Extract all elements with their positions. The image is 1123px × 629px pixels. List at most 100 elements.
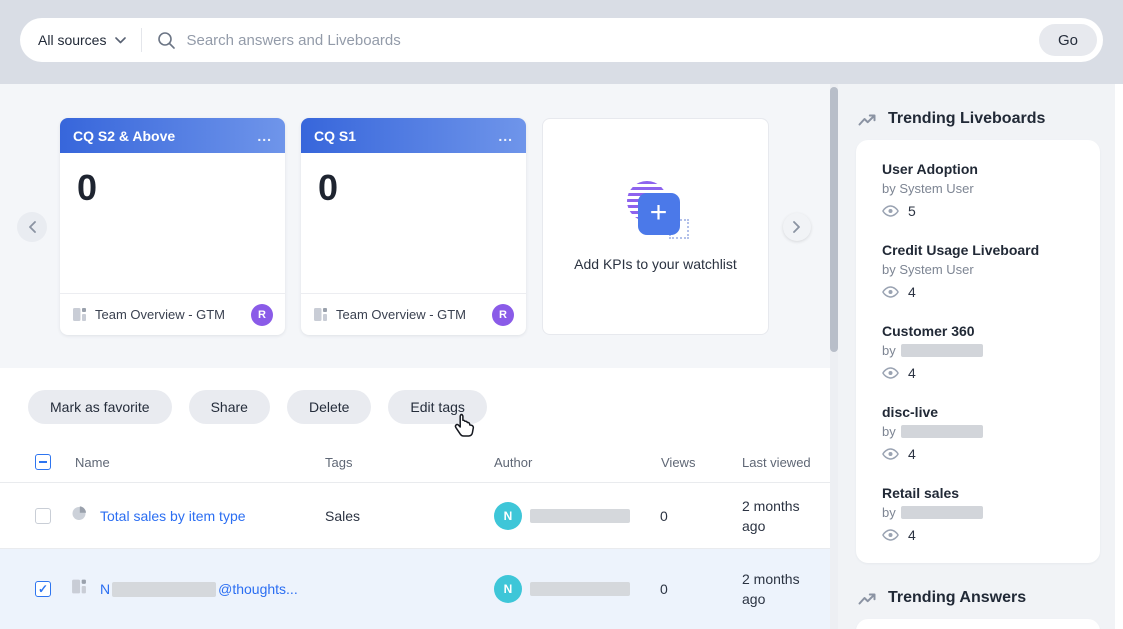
redacted-author-name xyxy=(900,425,983,438)
chevron-left-icon xyxy=(29,221,36,233)
trending-liveboards-card: User Adoption by System User 5 Credit Us… xyxy=(856,140,1100,563)
column-header-last-viewed[interactable]: Last viewed xyxy=(742,455,811,470)
trending-item-views: 5 xyxy=(882,203,1086,219)
table-header: Name Tags Author Views Last viewed xyxy=(0,445,830,483)
source-selector[interactable]: All sources xyxy=(38,32,127,48)
trending-item-name[interactable]: Customer 360 xyxy=(882,323,975,339)
table-row[interactable]: ✓ Total sales by item type Sales N 0 2 m… xyxy=(0,483,830,549)
add-kpi-icon: + xyxy=(623,181,689,241)
trend-up-icon xyxy=(858,114,876,125)
table-row[interactable]: ✓ N @thoughts... N 0 2 months ago xyxy=(0,549,830,629)
trending-item-author: by System User xyxy=(882,262,974,277)
carousel-left-button[interactable] xyxy=(17,212,47,242)
trending-answers-card xyxy=(856,619,1100,629)
row-last-viewed: 2 months ago xyxy=(742,571,800,607)
trending-item-name[interactable]: User Adoption xyxy=(882,161,978,177)
kpi-cards: CQ S2 & Above ... 0 Team Overview - GTM … xyxy=(60,118,526,335)
delete-button[interactable]: Delete xyxy=(286,390,372,424)
redacted-author-name xyxy=(530,582,630,596)
row-name[interactable]: Total sales by item type xyxy=(100,508,246,524)
column-header-name[interactable]: Name xyxy=(75,455,110,470)
redacted-text xyxy=(112,581,217,597)
row-views: 0 xyxy=(660,507,668,524)
chevron-down-icon xyxy=(115,36,127,43)
trending-item-views: 4 xyxy=(882,527,1086,543)
row-name[interactable]: N @thoughts... xyxy=(100,581,298,597)
row-name-link[interactable]: Total sales by item type xyxy=(100,507,246,524)
trending-item-name[interactable]: disc-live xyxy=(882,404,939,420)
carousel-right-button[interactable] xyxy=(783,213,811,241)
redacted-author-name xyxy=(900,506,983,519)
trending-item-views: 4 xyxy=(882,284,1086,300)
eye-icon xyxy=(882,205,899,217)
kpi-source-liveboard[interactable]: Team Overview - GTM xyxy=(95,307,226,322)
trending-item-author: by xyxy=(882,502,1086,523)
trending-liveboard-item[interactable]: Customer 360 by 4 xyxy=(882,322,1086,381)
avatar: R xyxy=(251,303,273,326)
liveboard-icon xyxy=(71,579,87,600)
redacted-author-name xyxy=(900,344,983,357)
add-kpi-card[interactable]: + Add KPIs to your watchlist xyxy=(542,118,769,335)
kpi-card[interactable]: CQ S2 & Above ... 0 Team Overview - GTM … xyxy=(60,118,285,335)
author-avatar: N xyxy=(494,501,522,530)
trending-answers-title: Trending Answers xyxy=(888,589,1027,606)
kpi-value: 0 xyxy=(77,167,98,208)
eye-icon xyxy=(882,529,899,541)
search-bar: All sources Go xyxy=(20,18,1103,62)
trending-liveboard-item[interactable]: Credit Usage Liveboard by System User 4 xyxy=(882,241,1086,300)
column-header-tags[interactable]: Tags xyxy=(325,455,353,470)
trending-liveboards-heading: Trending Liveboards xyxy=(858,110,1115,128)
edit-tags-button[interactable]: Edit tags xyxy=(388,390,487,424)
eye-icon xyxy=(882,286,899,298)
trending-liveboard-item[interactable]: User Adoption by System User 5 xyxy=(882,160,1086,219)
trending-liveboard-item[interactable]: Retail sales by 4 xyxy=(882,484,1086,543)
scrollbar-thumb[interactable] xyxy=(830,87,838,352)
row-name-link[interactable]: N xyxy=(100,581,111,597)
row-name-suffix[interactable]: @thoughts... xyxy=(218,581,298,597)
kpi-value: 0 xyxy=(318,167,339,208)
search-input[interactable] xyxy=(186,31,1039,49)
divider xyxy=(141,28,143,52)
go-button[interactable]: Go xyxy=(1038,24,1097,56)
trending-item-views: 4 xyxy=(882,446,1086,462)
share-button[interactable]: Share xyxy=(188,390,270,424)
row-last-viewed: 2 months ago xyxy=(742,497,800,534)
row-checkbox[interactable]: ✓ xyxy=(35,507,51,524)
pie-chart-icon xyxy=(71,505,87,526)
bulk-actions: Mark as favorite Share Delete Edit tags xyxy=(28,390,487,424)
kpi-source-liveboard[interactable]: Team Overview - GTM xyxy=(336,307,467,322)
vertical-scrollbar[interactable] xyxy=(830,84,838,629)
liveboard-icon xyxy=(73,308,86,321)
search-icon xyxy=(158,31,176,49)
trending-item-author: by xyxy=(882,421,1086,442)
column-header-author[interactable]: Author xyxy=(494,455,533,470)
trending-item-name[interactable]: Retail sales xyxy=(882,485,960,501)
trending-item-name[interactable]: Credit Usage Liveboard xyxy=(882,242,1040,258)
eye-icon xyxy=(882,448,899,460)
plus-icon: + xyxy=(637,193,680,235)
kpi-card[interactable]: CQ S1 ... 0 Team Overview - GTM R xyxy=(301,118,526,335)
kpi-card-footer: Team Overview - GTM R xyxy=(60,293,285,335)
main-area: CQ S2 & Above ... 0 Team Overview - GTM … xyxy=(0,84,830,629)
kpi-card-title: CQ S2 & Above xyxy=(73,127,176,144)
select-all-checkbox[interactable] xyxy=(35,454,51,470)
avatar: R xyxy=(492,303,514,326)
kpi-card-menu-button[interactable]: ... xyxy=(257,127,272,144)
source-selector-label: All sources xyxy=(38,32,107,48)
column-header-views[interactable]: Views xyxy=(661,455,696,470)
row-views: 0 xyxy=(660,581,668,597)
row-checkbox[interactable]: ✓ xyxy=(35,581,51,597)
kpi-card-menu-button[interactable]: ... xyxy=(498,127,513,144)
trending-liveboard-item[interactable]: disc-live by 4 xyxy=(882,403,1086,462)
kpi-card-header: CQ S1 ... xyxy=(301,118,526,153)
trending-liveboards-title: Trending Liveboards xyxy=(888,110,1046,127)
trend-up-icon xyxy=(858,593,876,604)
trending-answers-heading: Trending Answers xyxy=(858,589,1115,607)
top-bar: All sources Go xyxy=(0,0,1123,84)
row-tags: Sales xyxy=(325,507,361,524)
add-kpi-label: Add KPIs to your watchlist xyxy=(574,256,737,272)
mark-favorite-button[interactable]: Mark as favorite xyxy=(28,390,172,424)
kpi-card-footer: Team Overview - GTM R xyxy=(301,293,526,335)
trending-item-author: by xyxy=(882,340,1086,361)
table-body: ✓ Total sales by item type Sales N 0 2 m… xyxy=(0,483,830,629)
